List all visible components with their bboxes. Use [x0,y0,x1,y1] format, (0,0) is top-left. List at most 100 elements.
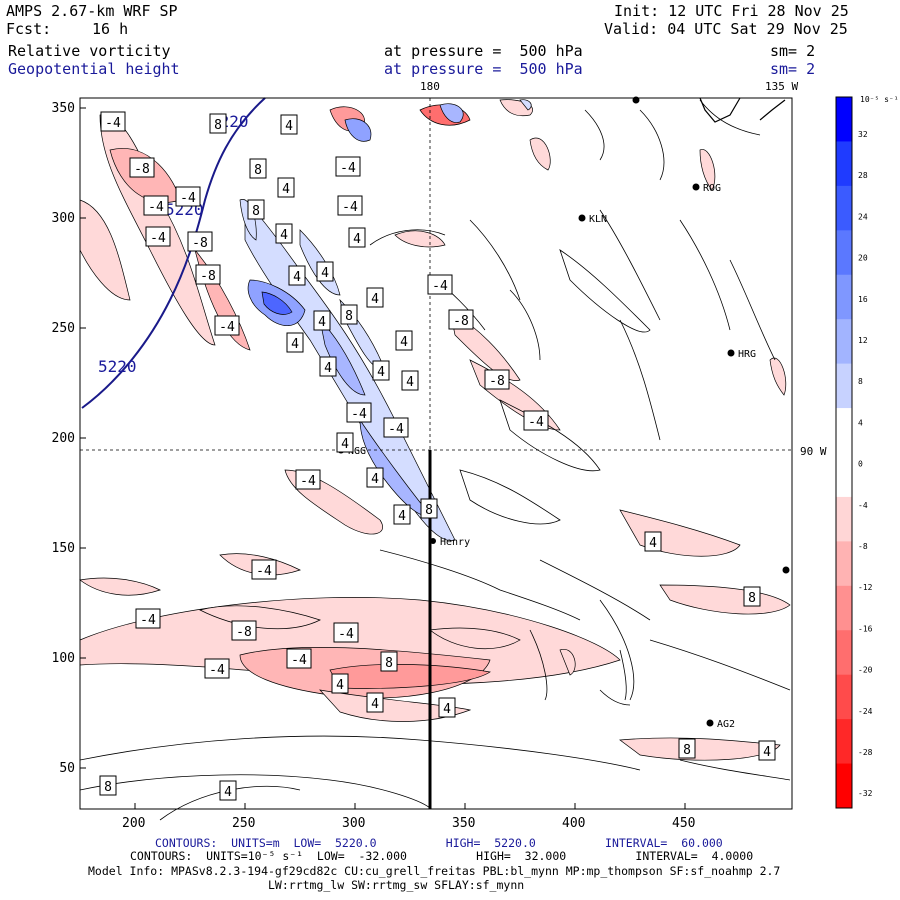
vorticity-label: 4 [393,504,411,525]
colorbar-segment [836,363,852,409]
y-tick-labels: 350 300 250 200 150 100 50 [52,101,75,776]
vorticity-label: -4 [143,195,169,216]
colorbar-tick-label: -32 [858,789,873,798]
height-label: 5220 [98,357,137,376]
x-tick-250: 250 [232,816,255,831]
forecast-label: Fcst: [6,20,52,38]
svg-text:KLN: KLN [589,214,607,225]
colorbar-segment [836,185,852,231]
vorticity-label: 4 [438,697,456,718]
svg-text:4: 4 [280,228,288,243]
footer-height-contours: CONTOURS: UNITS=m LOW= 5220.0 HIGH= 5220… [155,836,723,850]
x-tick-200: 200 [122,816,145,831]
svg-text:-8: -8 [236,625,252,640]
svg-text:4: 4 [398,509,406,524]
colorbar-unit: 10⁻⁵ s⁻¹ [860,95,899,104]
svg-text:4: 4 [377,365,385,380]
station-marker [782,566,790,574]
svg-text:-4: -4 [209,663,225,678]
colorbar-tick-label: 4 [858,418,863,427]
valid-time: Valid: 04 UTC Sat 29 Nov 25 [604,20,848,38]
svg-text:4: 4 [293,270,301,285]
svg-text:4: 4 [282,182,290,197]
svg-text:4: 4 [763,745,771,760]
footer-vorticity-contours: CONTOURS: UNITS=10⁻⁵ s⁻¹ LOW= -32.000 HI… [130,849,754,863]
vorticity-label: 4 [316,261,334,282]
vorticity-label: 4 [644,531,662,552]
colorbar-segment [836,97,852,142]
svg-text:8: 8 [214,118,222,133]
svg-text:8: 8 [254,163,262,178]
svg-text:4: 4 [318,315,326,330]
y-tick-200: 200 [52,431,75,446]
x-tick-450: 450 [672,816,695,831]
colorbar-tick-label: 32 [858,130,868,139]
svg-text:4: 4 [291,337,299,352]
field-vorticity-name: Relative vorticity [8,42,171,60]
colorbar-segment [836,141,852,187]
svg-text:-4: -4 [351,407,367,422]
x-tick-300: 300 [342,816,365,831]
svg-text:-4: -4 [300,474,316,489]
vorticity-label: 4 [275,223,293,244]
colorbar-tick-label: 28 [858,171,868,180]
svg-text:4: 4 [400,335,408,350]
colorbar-segment [836,496,852,542]
vorticity-label: 4 [280,114,298,135]
vorticity-label: 4 [319,356,337,377]
svg-text:4: 4 [324,361,332,376]
svg-text:-8: -8 [134,162,150,177]
lon-180-label: 180 [420,80,440,93]
svg-text:-4: -4 [388,422,404,437]
svg-text:-4: -4 [180,191,196,206]
station-kln: KLN [578,214,607,225]
stations: ROG KLN HRG Henry AG2 NGG [337,96,790,730]
vorticity-labels: -4 -8 -4 -4 -4 -8 -8 -4 -4 -4 -4 -8 -8 -4 -4 -4 -4 -8 -4 -4… [99,111,776,801]
svg-text:8: 8 [683,743,691,758]
vorticity-label: 4 [348,227,366,248]
forecast-hour: 16 h [92,20,129,38]
vorticity-label: -4 [523,410,549,431]
svg-text:4: 4 [649,536,657,551]
svg-text:NGG: NGG [348,446,366,457]
vorticity-label: 4 [336,432,354,453]
svg-text:-4: -4 [338,627,354,642]
vorticity-label: 8 [247,199,265,220]
vorticity-label: -4 [251,559,277,580]
footer-model-info: Model Info: MPASv8.2.3-194-gf29cd82c CU:… [88,864,781,878]
vorticity-label: 4 [401,370,419,391]
vorticity-label: 4 [758,740,776,761]
vorticity-label: 4 [288,265,306,286]
svg-text:ROG: ROG [703,183,721,194]
svg-text:-8: -8 [453,314,469,329]
svg-text:-4: -4 [140,613,156,628]
svg-text:4: 4 [406,375,414,390]
y-tick-250: 250 [52,321,75,336]
colorbar-tick-label: 0 [858,460,863,469]
field-height-name: Geopotential height [8,60,180,78]
svg-text:8: 8 [385,656,393,671]
vorticity-label: -8 [129,157,155,178]
svg-text:4: 4 [353,232,361,247]
y-tick-150: 150 [52,541,75,556]
station-ag2: AG2 [706,719,735,730]
vorticity-label: 4 [366,467,384,488]
vorticity-label: 4 [395,330,413,351]
field-height-smooth: sm= 2 [770,60,816,78]
svg-text:-4: -4 [291,653,307,668]
colorbar-segment [836,719,852,765]
svg-text:-8: -8 [192,236,208,251]
colorbar-tick-label: -28 [858,748,873,757]
svg-text:Henry: Henry [440,537,470,548]
colorbar-segment [836,763,852,809]
vorticity-label: -4 [295,469,321,490]
colorbar-segment [836,230,852,276]
model-title: AMPS 2.67-km WRF SP [6,2,178,20]
svg-text:4: 4 [371,472,379,487]
svg-text:-4: -4 [432,279,448,294]
svg-text:-4: -4 [340,161,356,176]
svg-text:8: 8 [252,204,260,219]
svg-text:4: 4 [321,266,329,281]
vorticity-label: -4 [204,658,230,679]
svg-text:4: 4 [443,702,451,717]
